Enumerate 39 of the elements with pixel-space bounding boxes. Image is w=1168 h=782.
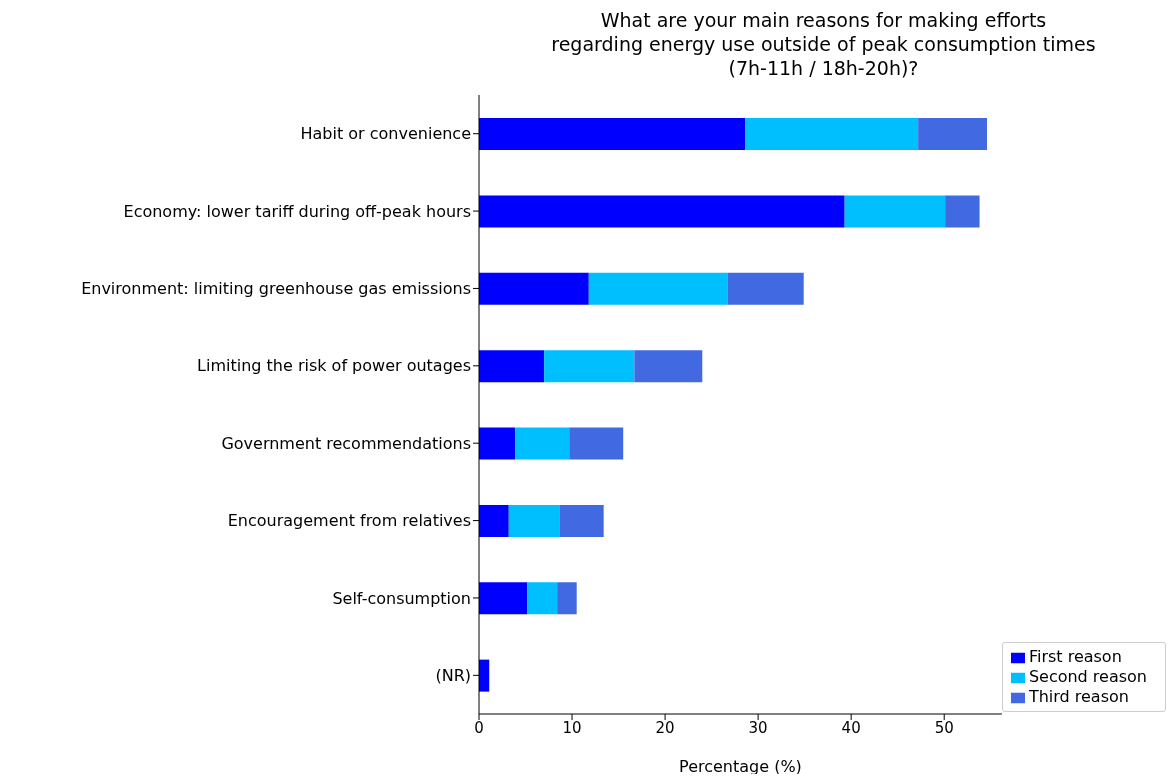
y-tick-label: Limiting the risk of power outages: [197, 356, 471, 376]
bar: [508, 504, 560, 537]
bar: [544, 350, 635, 383]
bar: [479, 195, 845, 228]
y-tick-label: Government recommendations: [221, 433, 471, 453]
x-tick-label: 10: [562, 718, 582, 737]
bar: [634, 350, 703, 383]
bar: [479, 582, 528, 615]
bar: [557, 582, 577, 615]
bar: [588, 272, 728, 305]
bar: [515, 427, 570, 460]
y-tick-label: Encouragement from relatives: [227, 511, 471, 531]
y-tick-label: Environment: limiting greenhouse gas emissions: [81, 279, 471, 299]
bar: [479, 427, 516, 460]
y-tick-label: Habit or convenience: [300, 124, 471, 144]
bar: [918, 118, 987, 150]
y-tick-label: Economy: lower tariff during off-peak hours: [123, 201, 471, 221]
legend-label: Third reason: [1028, 687, 1129, 706]
bar: [559, 504, 604, 537]
x-tick-label: 30: [748, 718, 768, 737]
y-tick-label: (NR): [435, 665, 471, 685]
bar: [745, 118, 919, 150]
bar: [479, 504, 509, 537]
bar: [527, 582, 558, 615]
bar: [727, 272, 804, 305]
bar: [945, 195, 980, 228]
x-tick-label: 0: [474, 718, 484, 737]
bar: [479, 118, 746, 150]
x-tick-label: 20: [655, 718, 675, 737]
x-tick-label: 50: [934, 718, 954, 737]
x-tick-label: 40: [841, 718, 861, 737]
bar: [569, 427, 624, 460]
legend-label: First reason: [1028, 647, 1122, 666]
y-tick-label: Self-consumption: [332, 588, 471, 608]
bar: [844, 195, 946, 228]
legend-label: Second reason: [1028, 667, 1147, 686]
bar: [479, 350, 545, 383]
chart-title: What are your main reasons for making efforts regarding energy use outside of peak consumption times (7h-11h / 18h-20h)?: [550, 8, 1097, 81]
bar: [479, 272, 589, 305]
